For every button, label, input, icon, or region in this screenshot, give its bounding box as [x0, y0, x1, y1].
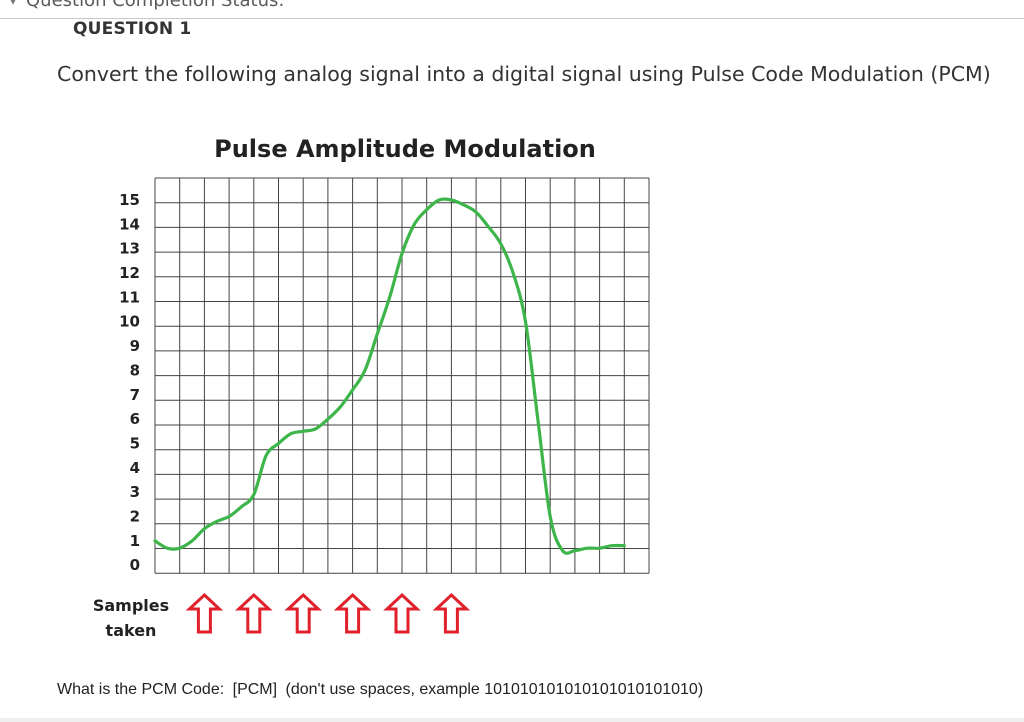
samples-taken-label: Samples taken — [93, 596, 169, 640]
samples-label-line1: Samples — [93, 596, 169, 615]
question-heading: QUESTION 1 — [73, 19, 192, 39]
answer-hint: (don't use spaces, example 1010101010101… — [285, 681, 704, 698]
caret-icon: ▾ — [10, 0, 17, 8]
y-tick-label: 4 — [130, 459, 140, 477]
sample-arrows — [185, 592, 471, 634]
sample-arrow-icon — [234, 592, 273, 634]
y-tick-label: 15 — [119, 191, 140, 209]
page-footer-border — [0, 718, 1024, 722]
signal-layer — [153, 197, 626, 555]
y-tick-label: 5 — [130, 434, 140, 452]
y-tick-label: 9 — [130, 337, 140, 355]
y-tick-label: 6 — [130, 410, 140, 428]
question-prompt: Convert the following analog signal into… — [57, 62, 991, 86]
y-tick-label: 13 — [119, 240, 140, 258]
chart-title: Pulse Amplitude Modulation — [214, 135, 596, 163]
y-tick-label: 11 — [119, 288, 140, 306]
signal-line — [153, 197, 626, 555]
question-completion-status-bar: ▾ Question Completion Status: — [0, 0, 1024, 19]
y-tick-label: 12 — [119, 264, 140, 282]
sample-arrow-icon — [333, 592, 372, 634]
y-tick-label: 0 — [130, 556, 140, 574]
y-tick-label: 1 — [130, 532, 140, 550]
pcm-answer-field[interactable]: [PCM] — [232, 681, 278, 698]
samples-label-line2: taken — [106, 621, 157, 640]
completion-status-label: Question Completion Status: — [26, 0, 285, 11]
sample-arrow-icon — [185, 592, 224, 634]
answer-label: What is the PCM Code: — [57, 681, 225, 698]
answer-line: What is the PCM Code: [PCM] (don't use s… — [57, 681, 707, 699]
y-tick-label: 3 — [130, 483, 140, 501]
sample-arrow-icon — [284, 592, 323, 634]
y-tick-label: 7 — [130, 386, 140, 404]
y-tick-label: 14 — [119, 215, 140, 233]
chart-grid — [154, 177, 650, 574]
y-tick-label: 8 — [130, 361, 140, 379]
sample-arrow-icon — [383, 592, 421, 634]
y-tick-label: 10 — [119, 313, 140, 331]
sample-arrow-icon — [432, 592, 471, 634]
y-tick-label: 2 — [130, 508, 140, 526]
